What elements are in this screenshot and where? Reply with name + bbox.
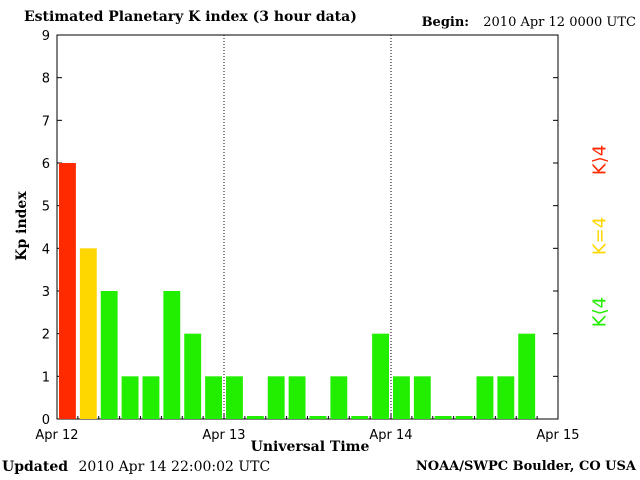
y-tick-label: 6 [42,157,50,172]
kp-bar [267,376,285,419]
kp-bar [434,416,452,419]
kp-bar [393,376,410,419]
kp-bar [455,416,473,419]
y-tick-label: 3 [42,285,50,300]
y-tick-label: 7 [42,114,50,129]
kp-bar [330,376,348,419]
y-tick-label: 9 [42,29,50,44]
plot-frame [56,34,559,420]
legend-mid: K=4 [589,216,611,256]
y-tick-label: 0 [42,413,50,428]
kp-bar [226,376,243,419]
kp-bar [372,333,390,419]
legend-high: K⟩4 [589,144,611,176]
kp-bar [142,376,160,419]
begin-value: 2010 Apr 12 0000 UTC [483,15,636,30]
begin-info: Begin: 2010 Apr 12 0000 UTC [422,15,636,30]
kp-bar [518,333,536,419]
kp-bar [163,291,181,419]
kp-bar [497,376,515,419]
y-tick-label: 8 [42,72,50,87]
kp-bar [309,416,327,419]
kp-bar [184,333,202,419]
y-axis-label: Kp index [14,191,30,261]
updated-label: Updated [2,459,69,475]
x-tick-label: Apr 13 [202,428,245,443]
kp-bar [100,291,118,419]
x-axis-label: Universal Time [250,439,370,455]
y-tick-label: 1 [42,370,50,385]
kp-bar [205,376,223,419]
kp-bar [413,376,431,419]
legend: K⟨4 K=4 K⟩4 [590,127,611,345]
kp-bar [246,416,264,419]
x-tick-label: Apr 12 [35,428,78,443]
updated-info: Updated 2010 Apr 14 22:00:02 UTC [2,459,270,475]
kp-bar [351,416,369,419]
kp-bar [59,163,76,419]
x-tick-label: Apr 15 [536,428,579,443]
kp-bar [288,376,306,419]
legend-low: K⟨4 [589,296,611,328]
chart-title: Estimated Planetary K index (3 hour data… [24,9,357,25]
credit: NOAA/SWPC Boulder, CO USA [415,459,636,474]
kp-bar [121,376,139,419]
y-tick-label: 2 [42,328,50,343]
x-tick-label: Apr 14 [369,428,412,443]
kp-bar [79,248,97,419]
updated-value: 2010 Apr 14 22:00:02 UTC [78,459,271,475]
y-tick-label: 5 [42,200,50,215]
kp-bar [476,376,494,419]
y-tick-label: 4 [42,242,50,257]
begin-label: Begin: [421,15,470,30]
